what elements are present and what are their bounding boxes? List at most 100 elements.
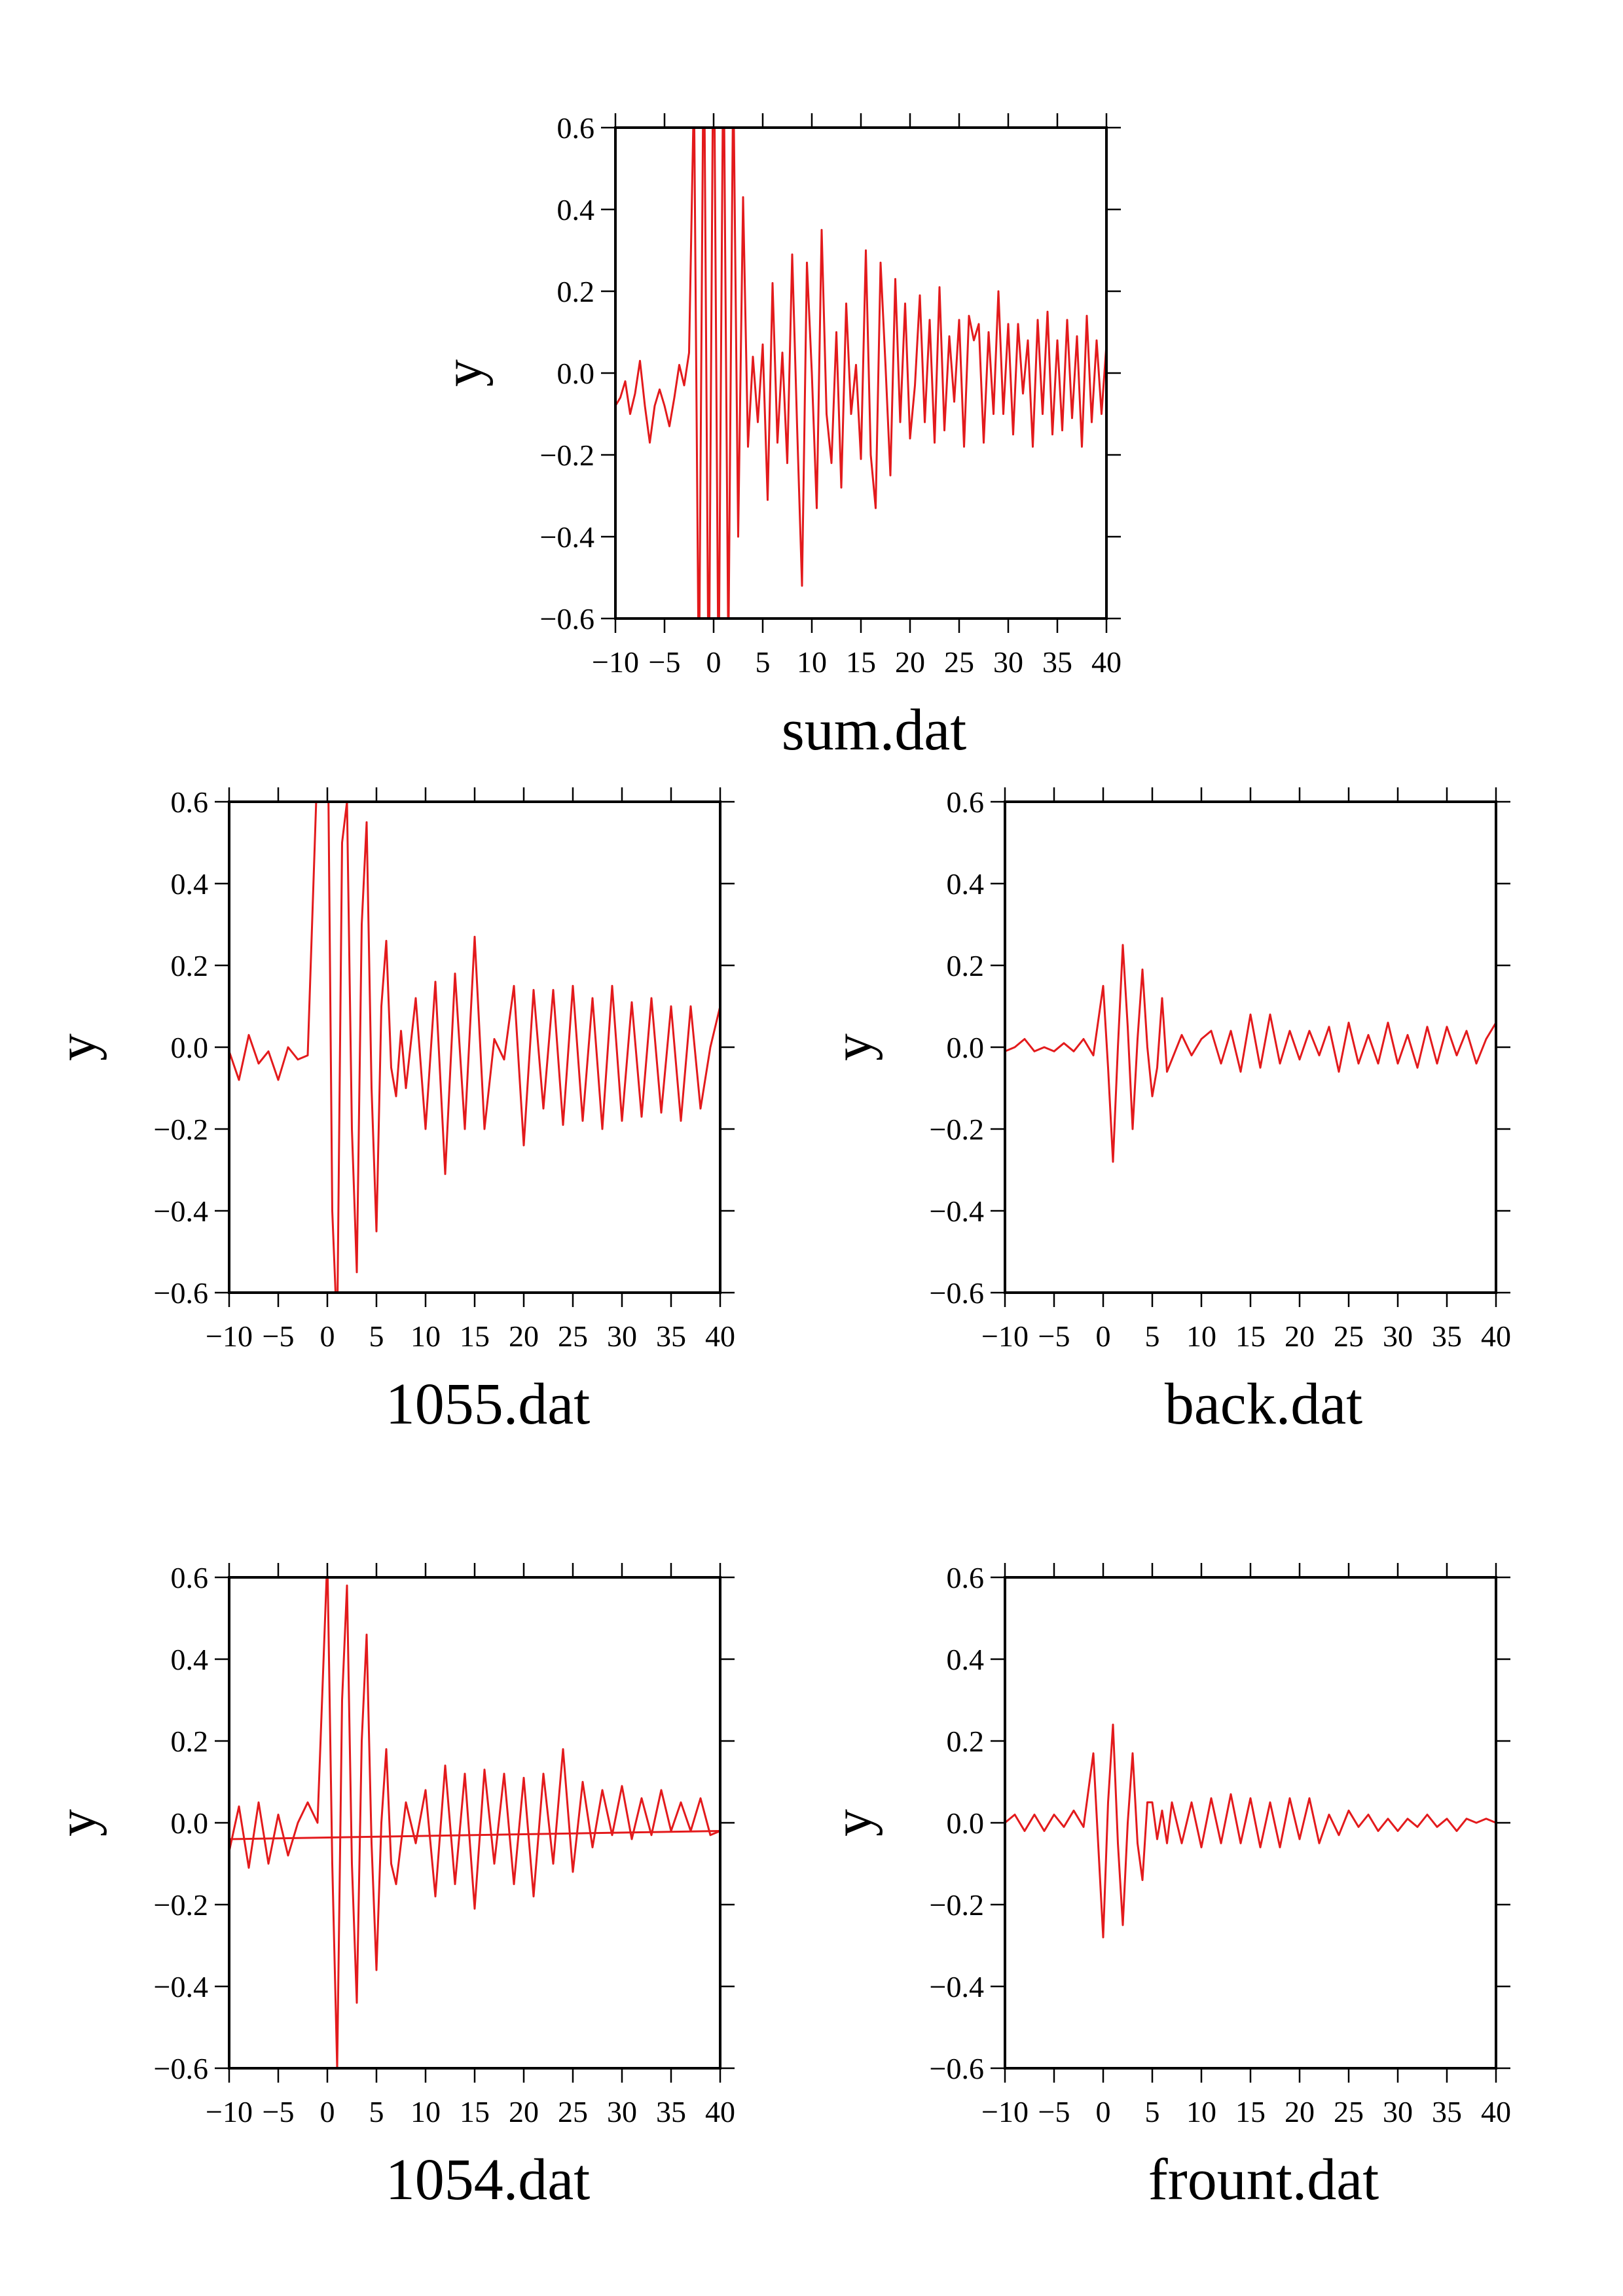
y-axis-label: y (822, 1809, 883, 1837)
chart-panel-1: −10 −5 0 5 10 15 20 25 30 35 40 −0.6 −0.4 −0.2 0.0 0.2 0… (433, 111, 1122, 762)
x-tick-label: 0 (1096, 1319, 1111, 1353)
series-line-1 (615, 128, 1106, 619)
y-axis-label: y (46, 1809, 107, 1837)
series-line-1 (229, 802, 720, 1293)
x-tick-label: 25 (1334, 1319, 1364, 1353)
x-tick-label: 20 (895, 645, 925, 679)
y-tick-label: 0.6 (947, 1561, 985, 1594)
y-tick-label: −0.4 (154, 1970, 208, 2003)
x-tick-label: 35 (1432, 1319, 1462, 1353)
x-tick-label: 30 (993, 645, 1023, 679)
x-tick-label: 15 (1235, 1319, 1266, 1353)
x-tick-label: −10 (206, 2095, 253, 2128)
x-tick-label: 20 (509, 1319, 539, 1353)
x-tick-label: 10 (1186, 1319, 1216, 1353)
y-tick-label: 0.2 (947, 949, 985, 982)
x-tick-label: 20 (1285, 2095, 1315, 2128)
x-axis-label: frount.dat (1148, 2147, 1379, 2212)
x-tick-label: 40 (705, 1319, 735, 1353)
y-tick-label: −0.4 (154, 1194, 208, 1228)
y-tick-label: 0.2 (557, 275, 595, 308)
x-tick-label: 30 (607, 1319, 637, 1353)
chart-panel-2: −10 −5 0 5 10 15 20 25 30 35 40 −0.6 −0.4 −0.2 0.0 0.2 0… (46, 785, 735, 1437)
x-tick-label: 20 (509, 2095, 539, 2128)
y-tick-label: −0.4 (930, 1970, 984, 2003)
x-tick-label: 0 (1096, 2095, 1111, 2128)
x-tick-label: 35 (1042, 645, 1072, 679)
y-tick-label: 0.4 (947, 1643, 985, 1676)
x-tick-label: 35 (1432, 2095, 1462, 2128)
x-tick-label: 5 (369, 1319, 384, 1353)
x-tick-label: 25 (944, 645, 974, 679)
y-axis-label: y (433, 359, 494, 387)
x-tick-label: 15 (460, 2095, 490, 2128)
x-tick-label: 25 (558, 1319, 588, 1353)
x-tick-label: 40 (1091, 645, 1122, 679)
x-tick-label: 0 (320, 2095, 335, 2128)
plot-frame (228, 1576, 721, 2070)
x-tick-label: 10 (797, 645, 827, 679)
y-tick-label: −0.6 (154, 1276, 208, 1310)
x-tick-label: 35 (656, 1319, 686, 1353)
series-line-1 (1005, 944, 1496, 1163)
y-tick-label: 0.4 (947, 867, 985, 901)
x-tick-label: −10 (592, 645, 639, 679)
series-line-1 (229, 1577, 720, 2068)
y-tick-label: 0.0 (171, 1031, 209, 1064)
y-tick-label: −0.6 (154, 2052, 208, 2085)
x-tick-label: −5 (1038, 1319, 1070, 1353)
x-tick-label: 10 (410, 2095, 441, 2128)
x-tick-label: −5 (263, 1319, 295, 1353)
y-tick-label: −0.2 (154, 1888, 208, 1922)
plot-frame (614, 126, 1108, 620)
x-tick-label: 15 (460, 1319, 490, 1353)
x-tick-label: 40 (705, 2095, 735, 2128)
x-tick-label: 0 (706, 645, 721, 679)
y-tick-label: 0.4 (557, 193, 595, 226)
y-tick-label: −0.2 (930, 1113, 984, 1146)
x-tick-label: 5 (756, 645, 771, 679)
x-tick-label: 30 (1383, 1319, 1413, 1353)
y-tick-label: 0.6 (171, 785, 209, 819)
x-tick-label: −5 (649, 645, 681, 679)
x-tick-label: −10 (206, 1319, 253, 1353)
y-tick-label: −0.6 (930, 1276, 984, 1310)
y-tick-label: 0.0 (171, 1806, 209, 1840)
x-axis-label: 1055.dat (386, 1372, 590, 1437)
x-tick-label: 20 (1285, 1319, 1315, 1353)
y-tick-label: 0.2 (171, 949, 209, 982)
x-tick-label: 15 (1235, 2095, 1266, 2128)
x-tick-label: 10 (410, 1319, 441, 1353)
x-tick-label: −10 (981, 2095, 1029, 2128)
x-axis-label: back.dat (1165, 1372, 1362, 1437)
y-tick-label: 0.0 (947, 1031, 985, 1064)
y-tick-label: 0.6 (947, 785, 985, 819)
x-tick-label: 0 (320, 1319, 335, 1353)
x-tick-label: 30 (607, 2095, 637, 2128)
y-axis-label: y (822, 1033, 883, 1061)
x-tick-label: 15 (846, 645, 876, 679)
y-tick-label: 0.2 (947, 1725, 985, 1758)
y-tick-label: −0.2 (930, 1888, 984, 1922)
chart-panel-3: −10 −5 0 5 10 15 20 25 30 35 40 −0.6 −0.4 −0.2 0.0 0.2 0… (822, 785, 1511, 1437)
x-tick-label: 5 (369, 2095, 384, 2128)
x-tick-label: −5 (1038, 2095, 1070, 2128)
x-axis-label: sum.dat (782, 698, 966, 762)
y-tick-label: −0.6 (540, 602, 594, 636)
x-axis-label: 1054.dat (386, 2147, 590, 2212)
x-tick-label: 25 (1334, 2095, 1364, 2128)
x-tick-label: −5 (263, 2095, 295, 2128)
x-tick-label: 5 (1145, 1319, 1160, 1353)
y-tick-label: −0.6 (930, 2052, 984, 2085)
chart-panel-4: −10 −5 0 5 10 15 20 25 30 35 40 −0.6 −0.4 −0.2 0.0 0.2 0… (46, 1561, 735, 2212)
y-tick-label: −0.2 (154, 1113, 208, 1146)
x-tick-label: −10 (981, 1319, 1029, 1353)
y-tick-label: 0.6 (171, 1561, 209, 1594)
y-tick-label: 0.2 (171, 1725, 209, 1758)
y-tick-label: 0.0 (557, 357, 595, 390)
x-tick-label: 35 (656, 2095, 686, 2128)
y-tick-label: 0.4 (171, 867, 209, 901)
plot-frame (1004, 1576, 1497, 2070)
x-tick-label: 40 (1481, 1319, 1511, 1353)
